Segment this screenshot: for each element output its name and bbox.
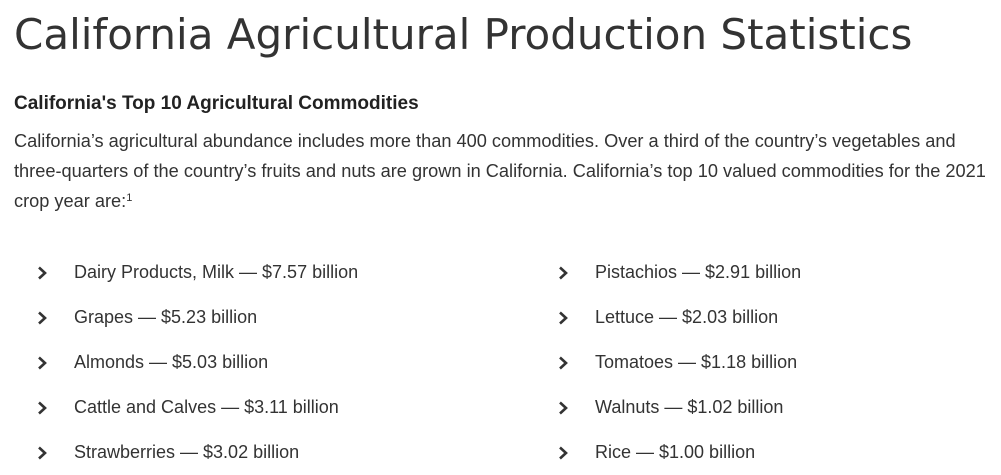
- chevron-right-icon: [557, 311, 595, 325]
- list-item: Cattle and Calves — $3.11 billion: [36, 385, 358, 430]
- list-item-label: Pistachios — $2.91 billion: [595, 262, 802, 282]
- chevron-right-icon: [557, 356, 595, 370]
- list-item: Tomatoes — $1.18 billion: [557, 340, 801, 385]
- chevron-right-icon: [36, 266, 74, 280]
- list-item-label: Walnuts — $1.02 billion: [595, 397, 784, 417]
- list-item: Dairy Products, Milk — $7.57 billion: [36, 250, 358, 295]
- chevron-right-icon: [557, 266, 595, 280]
- list-item-label: Cattle and Calves — $3.11 billion: [74, 397, 339, 417]
- list-item-label: Lettuce — $2.03 billion: [595, 307, 779, 327]
- list-item: Grapes — $5.23 billion: [36, 295, 358, 340]
- chevron-right-icon: [36, 311, 74, 325]
- page-title: California Agricultural Production Stati…: [14, 10, 913, 59]
- list-item-label: Almonds — $5.03 billion: [74, 352, 269, 372]
- list-item: Almonds — $5.03 billion: [36, 340, 358, 385]
- chevron-right-icon: [557, 401, 595, 415]
- chevron-right-icon: [557, 446, 595, 460]
- list-item: Pistachios — $2.91 billion: [557, 250, 801, 295]
- list-item-label: Tomatoes — $1.18 billion: [595, 352, 798, 372]
- commodity-list-right: Pistachios — $2.91 billion Lettuce — $2.…: [557, 250, 801, 475]
- list-item-label: Rice — $1.00 billion: [595, 442, 756, 462]
- chevron-right-icon: [36, 356, 74, 370]
- list-item-label: Dairy Products, Milk — $7.57 billion: [74, 262, 359, 282]
- footnote-link[interactable]: 1: [126, 192, 133, 204]
- chevron-right-icon: [36, 401, 74, 415]
- commodity-list-left: Dairy Products, Milk — $7.57 billion Gra…: [36, 250, 358, 475]
- list-item: Walnuts — $1.02 billion: [557, 385, 801, 430]
- list-item: Strawberries — $3.02 billion: [36, 430, 358, 475]
- list-item: Lettuce — $2.03 billion: [557, 295, 801, 340]
- chevron-right-icon: [36, 446, 74, 460]
- list-item-label: Strawberries — $3.02 billion: [74, 442, 300, 462]
- section-heading: California's Top 10 Agricultural Commodi…: [14, 93, 419, 114]
- list-item-label: Grapes — $5.23 billion: [74, 307, 258, 327]
- intro-text: California’s agricultural abundance incl…: [14, 131, 986, 211]
- intro-paragraph: California’s agricultural abundance incl…: [14, 126, 989, 216]
- list-item: Rice — $1.00 billion: [557, 430, 801, 475]
